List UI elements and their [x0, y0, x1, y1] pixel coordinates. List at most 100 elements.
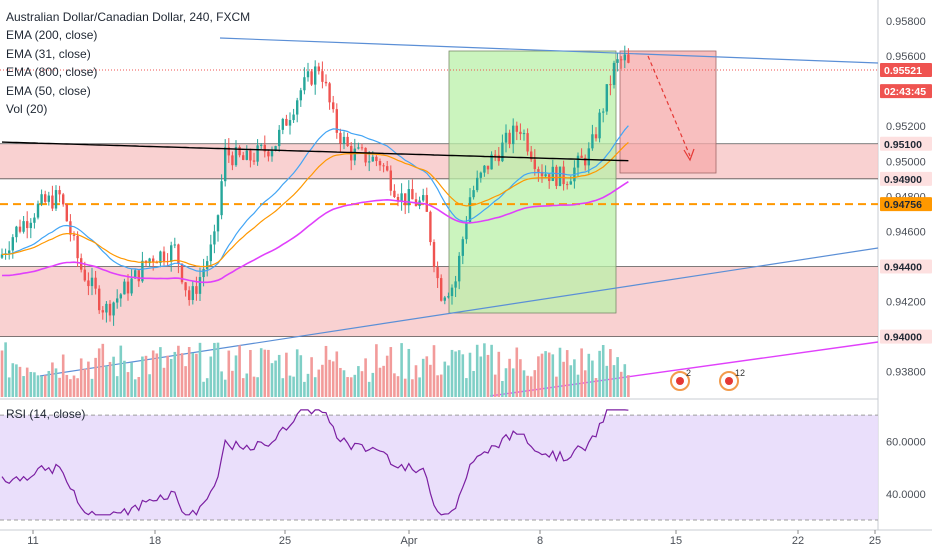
legend-ema50[interactable]: EMA (50, close): [6, 83, 91, 98]
volume-bar: [457, 350, 461, 397]
volume-bar: [565, 350, 569, 397]
volume-bar: [115, 376, 119, 397]
legend-vol[interactable]: Vol (20): [6, 102, 48, 117]
volume-bar: [241, 378, 245, 397]
candle-body: [605, 84, 608, 112]
volume-bar: [148, 374, 151, 397]
volume-bar: [112, 356, 115, 397]
volume-bar: [601, 345, 605, 397]
candle-body: [350, 146, 353, 161]
candle-body: [220, 181, 223, 216]
chart-title: Australian Dollar/Canadian Dollar, 240, …: [6, 10, 251, 24]
volume-bar: [375, 344, 378, 397]
rsi-legend[interactable]: RSI (14, close): [6, 407, 86, 421]
short-position-border: [619, 50, 717, 174]
candle-body: [191, 286, 194, 301]
legend-ema200[interactable]: EMA (200, close): [6, 28, 98, 43]
volume-bar: [58, 377, 61, 397]
candle-body: [310, 71, 313, 85]
volume-bar: [349, 377, 353, 397]
candle-body: [476, 177, 479, 191]
candle-body: [508, 132, 511, 145]
volume-bar: [439, 374, 443, 397]
candle-body: [497, 155, 500, 162]
volume-bar: [583, 370, 587, 397]
candle-body: [36, 203, 40, 218]
x-tick-label: 11: [27, 535, 38, 547]
candle-body: [620, 59, 623, 61]
y-tick-label: 0.95000: [886, 156, 926, 168]
volume-bar: [220, 371, 223, 397]
volume-bar: [360, 371, 364, 397]
candle-body: [62, 194, 65, 205]
candle-body: [486, 165, 490, 170]
candle-body: [188, 290, 191, 301]
volume-bar: [11, 363, 15, 397]
candle-body: [591, 134, 594, 149]
volume-bar: [256, 377, 259, 397]
volume-bar: [177, 345, 180, 397]
candle-body: [472, 190, 475, 198]
volume-bar: [321, 364, 324, 397]
candle-body: [569, 181, 572, 185]
volume-bar: [22, 376, 25, 397]
trend-line-volume: [489, 341, 879, 397]
volume-bar: [558, 347, 562, 397]
volume-bar: [141, 356, 144, 397]
volume-bar: [259, 348, 263, 397]
x-tick-label: Apr: [400, 535, 417, 547]
candle-body: [627, 54, 630, 63]
volume-bar: [598, 350, 601, 397]
volume-bar: [540, 353, 544, 397]
candle-body: [440, 278, 443, 301]
volume-bar: [414, 365, 418, 397]
legend-ema800[interactable]: EMA (800, close): [6, 65, 98, 80]
x-tick-label: 25: [279, 535, 291, 547]
candle-body: [494, 154, 497, 156]
event-badge-count: 2: [686, 368, 691, 378]
y-tick-label: 0.94600: [886, 226, 926, 238]
candle-body: [180, 263, 184, 283]
volume-bar: [126, 372, 130, 397]
volume-bar: [306, 373, 310, 397]
candle-body: [353, 148, 356, 161]
volume-bar: [144, 355, 148, 397]
volume-bar: [274, 360, 277, 397]
candle-body: [321, 71, 324, 82]
candle-body: [407, 189, 410, 206]
candle-body: [530, 151, 533, 160]
candle-body: [173, 244, 176, 246]
volume-bar: [245, 373, 249, 397]
x-tick-label: 22: [792, 535, 804, 547]
volume-bar: [267, 349, 270, 397]
candle-body: [432, 242, 436, 268]
ema800-line: [1, 141, 629, 162]
volume-bar: [213, 342, 216, 397]
volume-bar: [429, 364, 432, 397]
candle-body: [224, 147, 227, 182]
candles-group: [0, 45, 630, 326]
volume-bar: [18, 366, 22, 397]
candle-body: [515, 125, 518, 132]
volume-bar: [547, 352, 551, 397]
price-tag-label: 0.94900: [884, 174, 922, 186]
candle-body: [83, 269, 86, 281]
volume-bar: [407, 348, 411, 397]
price-tag-label: 0.94400: [884, 262, 922, 274]
x-tick-label: 25: [869, 535, 881, 547]
legend-overlay: Australian Dollar/Canadian Dollar, 240, …: [6, 8, 250, 118]
volume-bar: [529, 376, 533, 397]
candle-body: [87, 280, 90, 287]
legend-ema31[interactable]: EMA (31, close): [6, 46, 91, 61]
volume-bar: [36, 375, 40, 397]
y-tick-label: 0.95600: [886, 51, 926, 63]
candle-body: [562, 166, 565, 185]
candle-body: [270, 150, 274, 157]
volume-bar: [331, 361, 335, 397]
volume-bar: [537, 356, 540, 397]
volume-bar: [486, 354, 490, 397]
candle-body: [76, 235, 79, 259]
volume-bar: [605, 365, 609, 397]
candle-body: [58, 190, 61, 195]
